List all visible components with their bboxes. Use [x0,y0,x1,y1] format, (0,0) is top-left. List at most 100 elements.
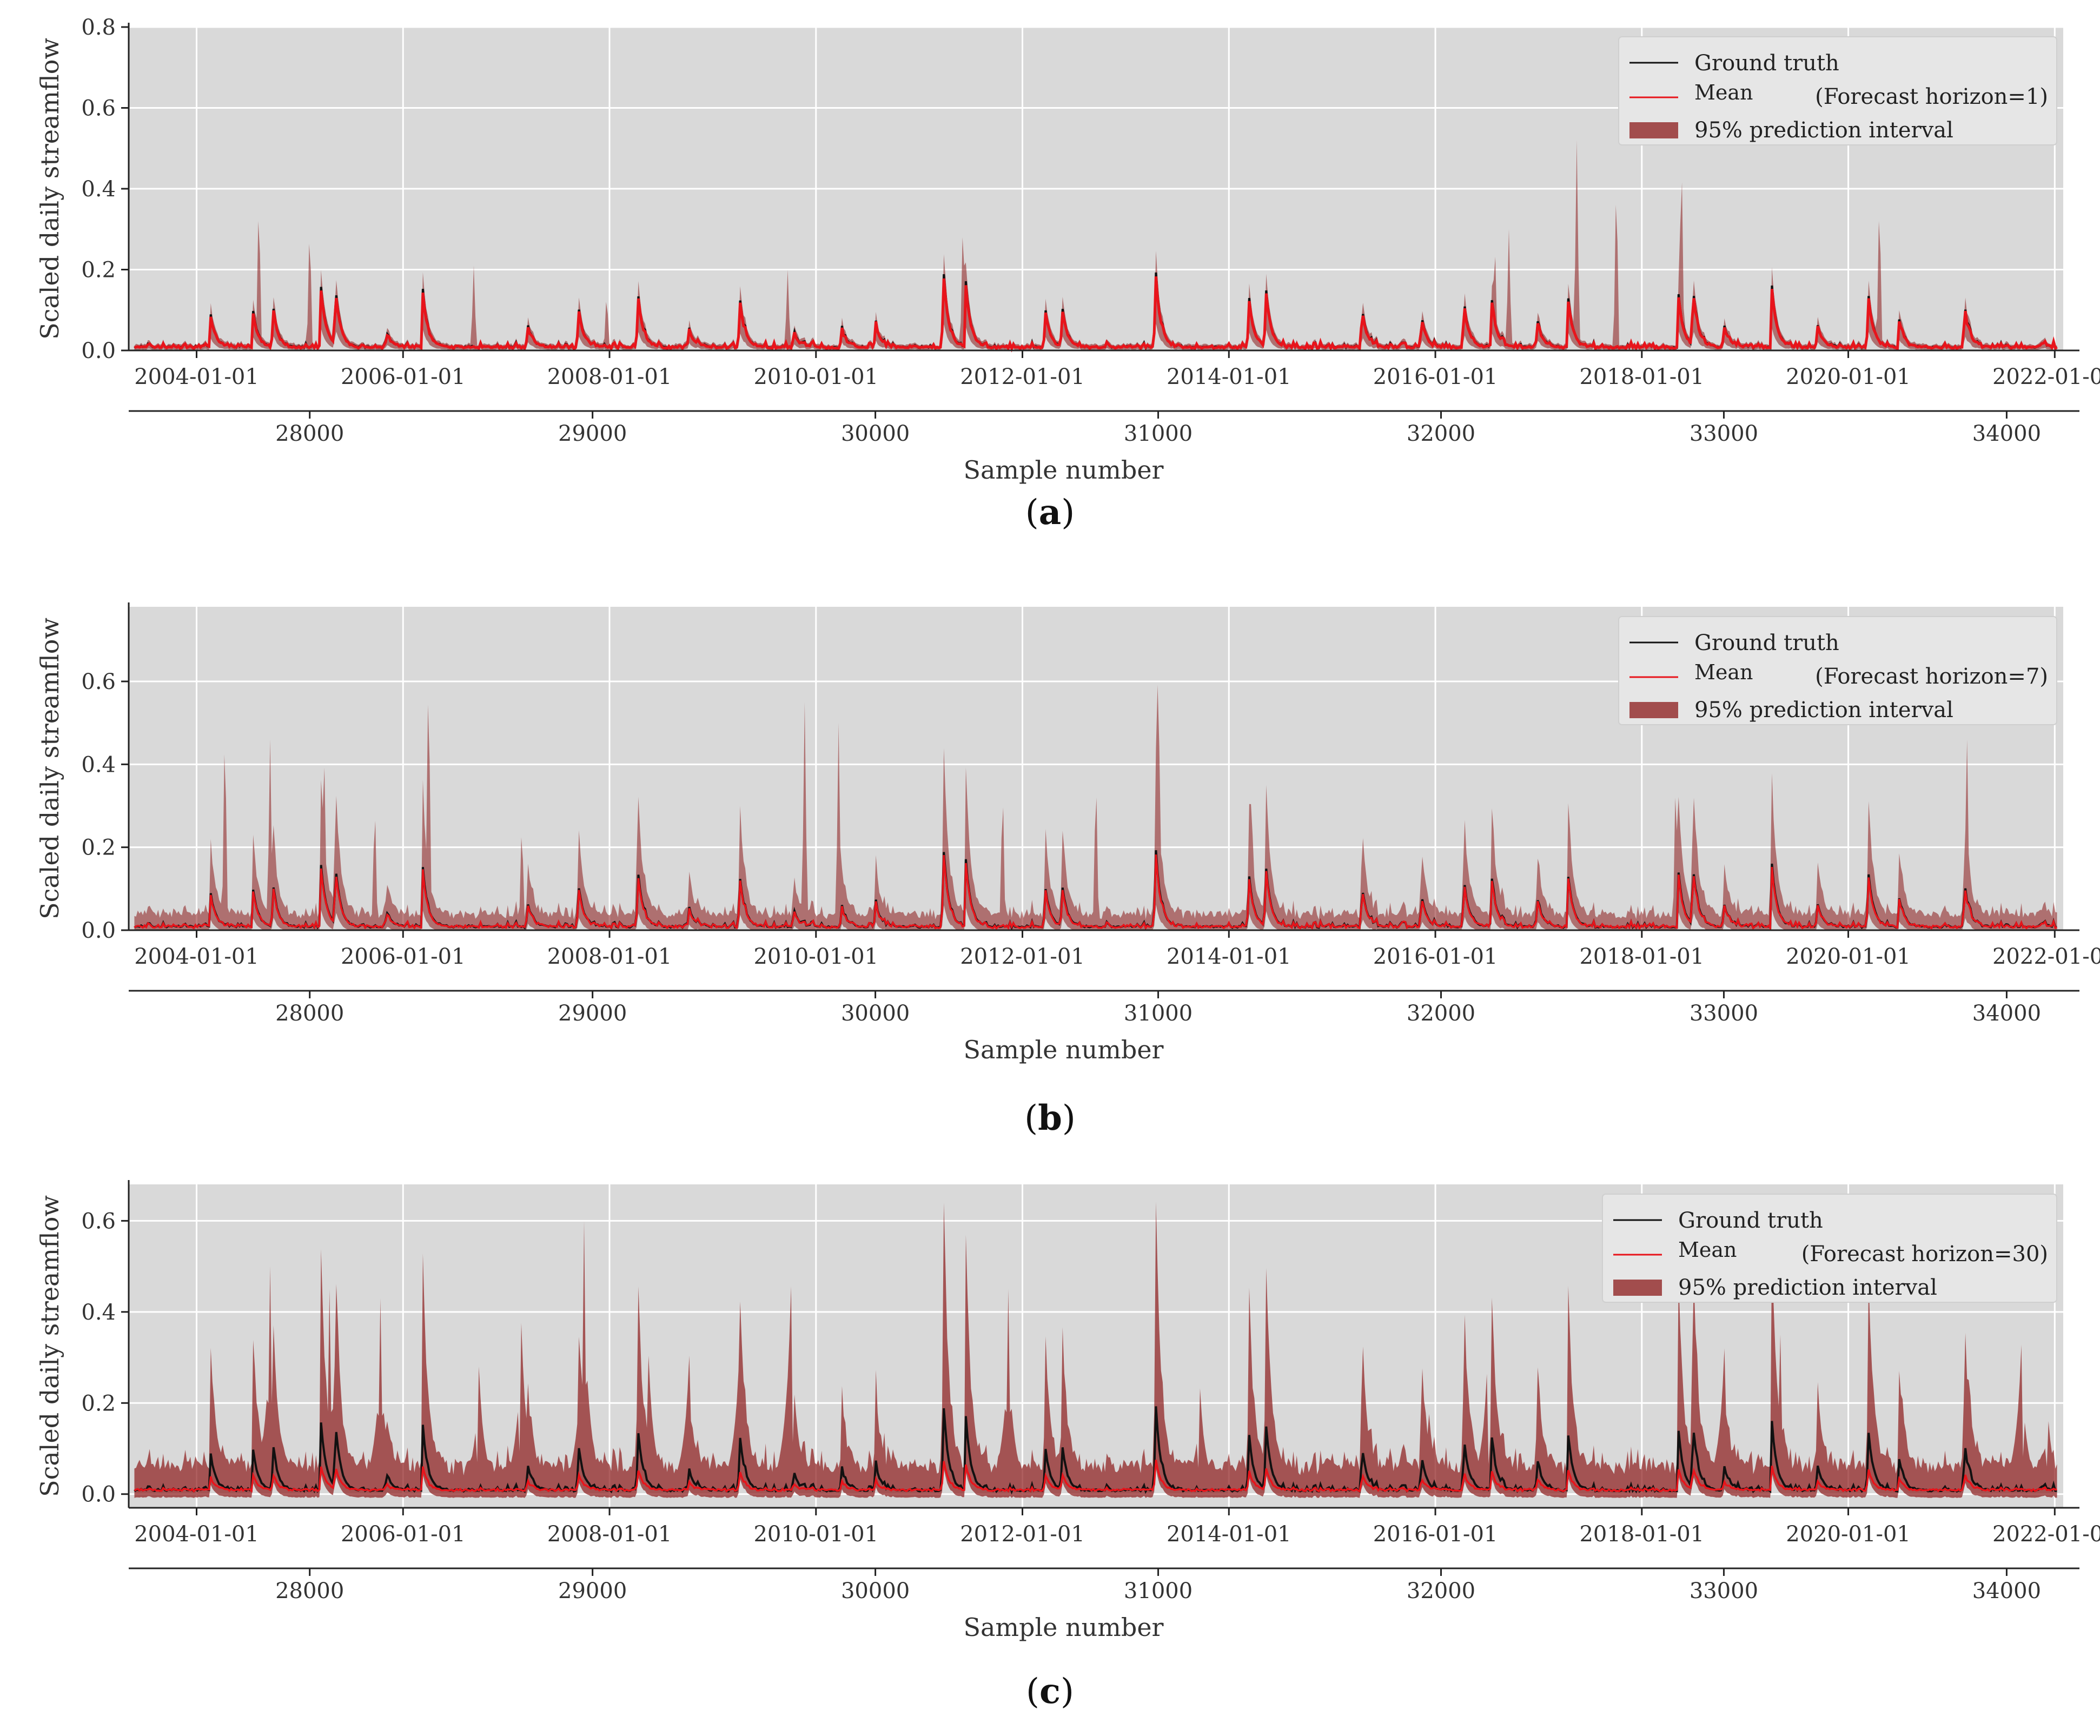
chart-a: 0.0 0.2 0.4 0.6 0.8 2004-01-01 2006-01-01 2008-… [35,15,2100,485]
sample-tick-label: 33000 [1690,1579,1758,1604]
caption-b-label: b [1038,1098,1062,1138]
legend-label-mean: Mean [1694,81,1753,104]
y-tick-label: 0.4 [81,752,116,777]
chart-panel-c: 0.0 0.2 0.4 0.6 2004-01-01 2006-01-01 2008-01-… [0,1157,2100,1736]
sample-tick-label: 31000 [1124,1001,1193,1026]
y-tick-label: 0.0 [81,1482,116,1507]
sample-tick-label: 29000 [558,1001,627,1026]
x-axis-title: Sample number [963,1035,1163,1064]
y-axis-title: Scaled daily streamflow [35,618,64,919]
date-tick-label: 2012-01-01 [960,1522,1085,1547]
date-tick-label: 2014-01-01 [1167,944,1291,969]
sample-tick-label: 28000 [275,1579,344,1604]
legend-label-horizon: (Forecast horizon=1) [1815,84,2048,109]
date-tick-label: 2016-01-01 [1373,365,1498,389]
y-tick-label: 0.2 [81,1391,116,1416]
date-tick-label: 2008-01-01 [547,365,672,389]
date-tick-label: 2018-01-01 [1579,1522,1704,1547]
y-tick-label: 0.2 [81,258,116,283]
date-tick-label: 2010-01-01 [753,365,878,389]
date-tick-label: 2008-01-01 [547,1522,672,1547]
caption-a: (a) [1025,492,1075,533]
y-tick-label: 0.0 [81,918,116,943]
caption-a-label: a [1038,492,1062,533]
y-tick-label: 0.8 [81,15,116,40]
legend-box [1618,36,2057,145]
y-tick-label: 0.4 [81,1300,116,1325]
y-axis-title: Scaled daily streamflow [35,1195,64,1497]
legend-label-horizon: (Forecast horizon=30) [1801,1242,2048,1267]
date-tick-label: 2012-01-01 [960,944,1085,969]
legend-swatch-interval [1629,702,1678,718]
date-tick-label: 2010-01-01 [753,1522,878,1547]
date-tick-label: 2004-01-01 [134,944,259,969]
date-tick-label: 2020-01-01 [1786,944,1911,969]
date-tick-label: 2004-01-01 [134,365,259,389]
series-mean [134,1459,2057,1493]
sample-tick-label: 30000 [841,1001,910,1026]
sample-tick-label: 30000 [841,421,910,446]
x-axis-title: Sample number [963,1613,1163,1642]
series-prediction-interval [134,140,2057,350]
caption-c: (c) [1026,1671,1074,1712]
y-tick-label: 0.6 [81,1209,116,1234]
sample-tick-label: 33000 [1690,421,1758,446]
date-tick-label: 2020-01-01 [1786,365,1911,389]
date-tick-label: 2012-01-01 [960,365,1085,389]
date-tick-label: 2016-01-01 [1373,944,1498,969]
sample-tick-label: 30000 [841,1579,910,1604]
legend-label-ground-truth: Ground truth [1694,631,1839,655]
date-tick-label: 2022-01-01 [1992,365,2100,389]
chart-c: 0.0 0.2 0.4 0.6 2004-01-01 2006-01-01 2008-01-… [35,1180,2100,1642]
sample-tick-label: 31000 [1124,421,1193,446]
legend-label-interval: 95% prediction interval [1694,118,1953,143]
legend-label-interval: 95% prediction interval [1694,698,1953,723]
sample-tick-label: 32000 [1407,1001,1475,1026]
sample-tick-label: 29000 [558,1579,627,1604]
date-tick-label: 2010-01-01 [753,944,878,969]
date-tick-label: 2018-01-01 [1579,365,1704,389]
date-tick-label: 2022-01-01 [1992,1522,2100,1547]
chart-b: 0.0 0.2 0.4 0.6 2004-01-01 2006-01-01 2008-01-… [35,602,2100,1064]
date-tick-label: 2020-01-01 [1786,1522,1911,1547]
y-tick-label: 0.6 [81,670,116,694]
sample-tick-label: 28000 [275,421,344,446]
y-tick-label: 0.2 [81,836,116,860]
sample-tick-label: 32000 [1407,421,1475,446]
legend-label-ground-truth: Ground truth [1678,1208,1823,1233]
date-tick-label: 2008-01-01 [547,944,672,969]
date-tick-label: 2016-01-01 [1373,1522,1498,1547]
legend-label-ground-truth: Ground truth [1694,51,1839,76]
y-tick-label: 0.6 [81,96,116,121]
date-tick-label: 2006-01-01 [341,944,466,969]
caption-b: (b) [1024,1098,1076,1138]
date-tick-label: 2006-01-01 [341,1522,466,1547]
date-tick-label: 2014-01-01 [1167,1522,1291,1547]
x-axis-title: Sample number [963,455,1163,485]
sample-tick-label: 34000 [1972,1579,2041,1604]
legend-label-horizon: (Forecast horizon=7) [1815,664,2048,689]
y-tick-label: 0.4 [81,177,116,202]
legend-swatch-interval [1629,122,1678,138]
sample-tick-label: 33000 [1690,1001,1758,1026]
sample-tick-label: 32000 [1407,1579,1475,1604]
legend-box [1618,616,2057,725]
y-axis-title: Scaled daily streamflow [35,38,64,340]
chart-panel-b: 0.0 0.2 0.4 0.6 2004-01-01 2006-01-01 2008-01-… [0,579,2100,1157]
sample-tick-label: 31000 [1124,1579,1193,1604]
caption-c-label: c [1039,1671,1061,1712]
date-tick-label: 2006-01-01 [341,365,466,389]
chart-panel-a: 0.0 0.2 0.4 0.6 0.8 2004-01-01 2006-01-01 2008-… [0,0,2100,579]
date-tick-label: 2018-01-01 [1579,944,1704,969]
series-mean [134,276,2058,353]
date-tick-label: 2022-01-01 [1992,944,2100,969]
legend-label-mean: Mean [1694,660,1753,684]
legend-label-interval: 95% prediction interval [1678,1275,1937,1300]
sample-tick-label: 29000 [558,421,627,446]
y-tick-label: 0.0 [81,339,116,363]
date-tick-label: 2014-01-01 [1167,365,1291,389]
legend-box [1602,1194,2057,1303]
legend-swatch-interval [1613,1280,1662,1296]
legend-label-mean: Mean [1678,1238,1737,1262]
sample-tick-label: 34000 [1972,421,2041,446]
